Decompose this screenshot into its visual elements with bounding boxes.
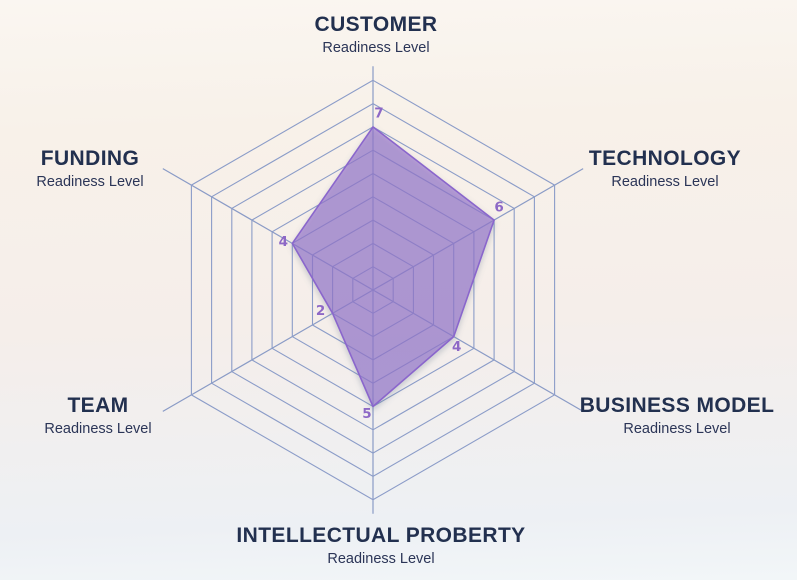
data-polygon	[291, 126, 495, 408]
grid-ring	[231, 126, 515, 454]
value-label: 4	[452, 339, 461, 355]
value-label: 2	[316, 303, 325, 319]
value-label: 7	[374, 105, 383, 121]
value-label: 4	[279, 234, 288, 250]
grid-ring	[211, 102, 535, 478]
value-label: 6	[494, 200, 503, 216]
grid-ring	[190, 79, 556, 501]
value-label: 5	[362, 406, 371, 422]
